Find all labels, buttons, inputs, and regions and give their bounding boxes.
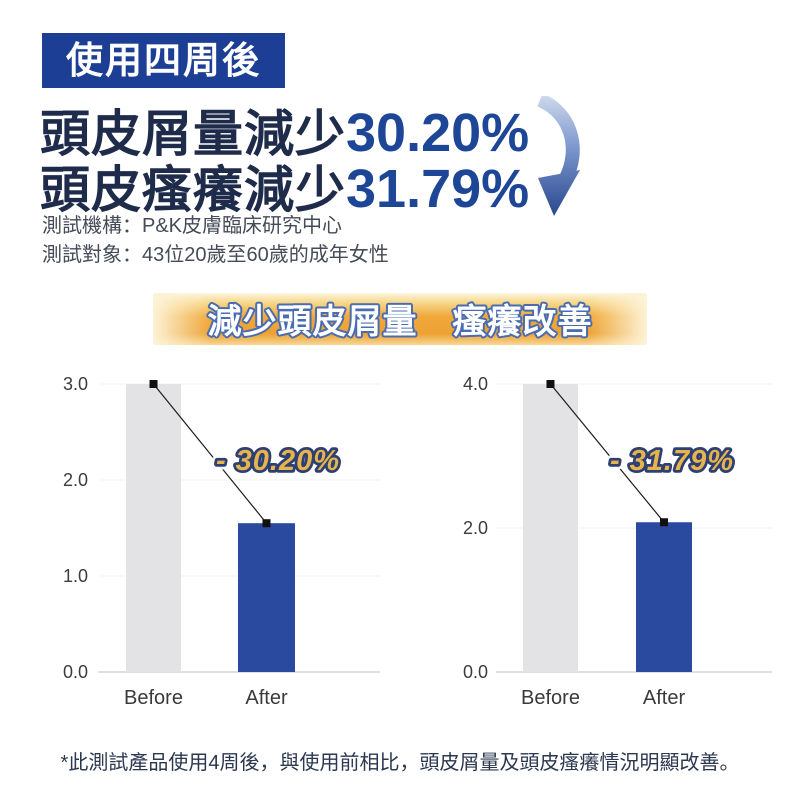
data-point-marker <box>546 380 555 388</box>
headline-line1: 頭皮屑量減少30.20% <box>40 94 529 166</box>
x-category-label: Before <box>521 687 580 709</box>
annotation-halo: - 31.79% <box>610 445 734 477</box>
annotation-label: - 30.20% <box>216 445 340 477</box>
data-point-marker <box>149 380 158 388</box>
data-point-marker <box>262 519 271 528</box>
duration-badge: 使用四周後 <box>42 33 285 88</box>
test-info-block: 測試機構：P&K皮膚臨床研究中心 測試對象：43位20歲至60歲的成年女性 <box>42 212 389 270</box>
annotation-label: - 31.79% <box>610 445 734 477</box>
y-tick-label: 0.0 <box>63 662 88 682</box>
bar-before <box>523 384 578 672</box>
y-tick-label: 4.0 <box>463 374 488 394</box>
bar-after <box>238 523 295 672</box>
connector-line <box>550 383 665 523</box>
y-tick-label: 1.0 <box>63 566 88 586</box>
y-tick-label: 2.0 <box>463 518 488 538</box>
section-banner: 減少頭皮屑量 瘙癢改善 <box>153 293 647 345</box>
test-subjects-line: 測試對象：43位20歲至60歲的成年女性 <box>42 244 389 266</box>
y-tick-label: 3.0 <box>63 374 88 394</box>
footnote: *此測試產品使用4周後，與使用前相比，頭皮屑量及頭皮瘙癢情況明顯改善。 <box>60 752 740 774</box>
bar-after <box>636 522 692 672</box>
x-category-label: After <box>245 687 288 709</box>
headline-line1-value: 30.20% <box>346 103 530 163</box>
annotation-halo: - 30.20% <box>216 445 340 477</box>
x-category-label: After <box>643 687 686 709</box>
data-point-marker <box>660 518 668 527</box>
banner-title: 減少頭皮屑量 瘙癢改善 <box>208 303 593 341</box>
headline-line2-text: 頭皮瘙癢減少 <box>40 162 346 218</box>
headline-line1-text: 頭皮屑量減少 <box>40 106 346 162</box>
y-tick-label: 2.0 <box>63 470 88 490</box>
connector-line <box>153 383 267 524</box>
x-category-label: Before <box>124 687 183 709</box>
test-agency-line: 測試機構：P&K皮膚臨床研究中心 <box>42 215 343 237</box>
headline-line2-value: 31.79% <box>346 159 530 219</box>
bar-before <box>126 384 181 672</box>
banner-edge-fade <box>153 293 647 345</box>
headline-line2: 頭皮瘙癢減少31.79% <box>40 150 529 222</box>
curved-down-arrow-icon <box>536 96 580 216</box>
y-tick-label: 0.0 <box>463 662 488 682</box>
